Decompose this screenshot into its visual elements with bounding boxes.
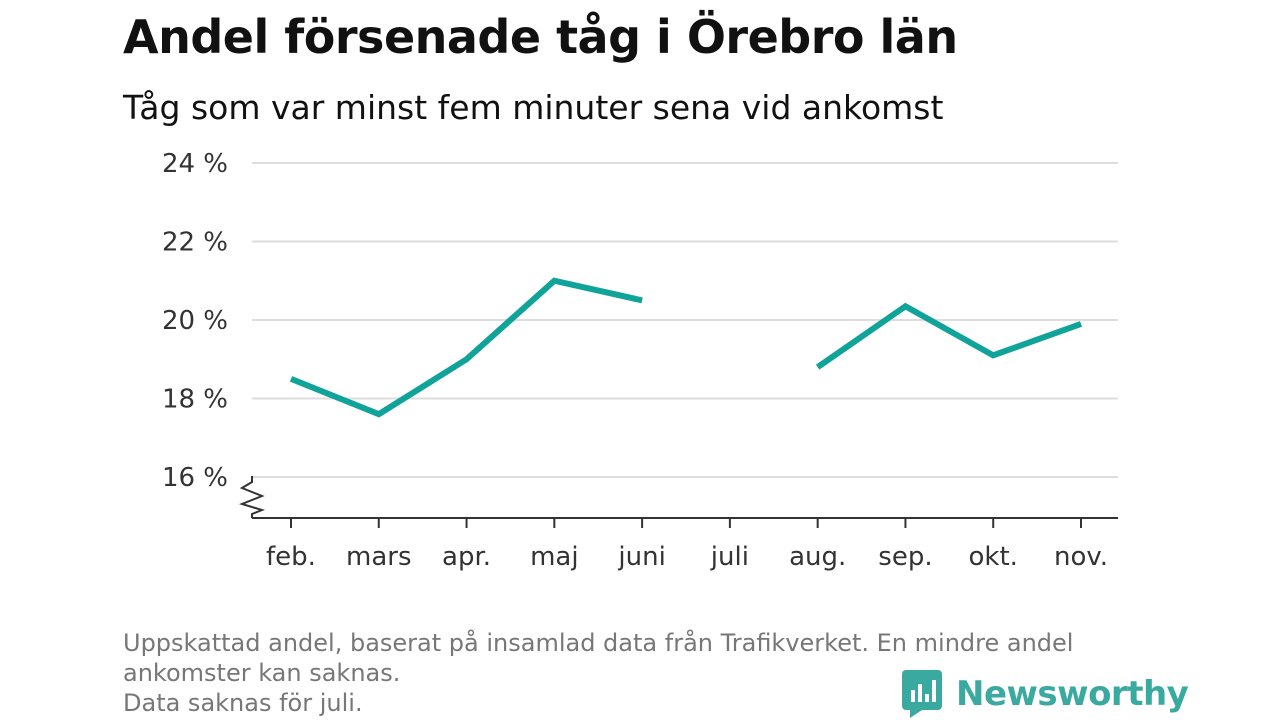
newsworthy-logo-icon	[902, 670, 942, 718]
series-line-segment	[289, 277, 643, 418]
gridlines	[252, 162, 1118, 478]
x-axis	[238, 476, 1118, 519]
x-tick-label: juni	[617, 542, 665, 572]
series-line-segment	[815, 302, 1083, 370]
brand-logo-group[interactable]: Newsworthy	[902, 670, 1189, 718]
y-tick-label: 20 %	[162, 306, 228, 336]
brand-name: Newsworthy	[956, 674, 1189, 714]
y-axis-ticks: 16 % 18 % 20 % 22 % 24 %	[162, 149, 228, 493]
x-tick-label: sep.	[878, 542, 932, 572]
y-tick-label: 16 %	[162, 463, 228, 493]
chart-title: Andel försenade tåg i Örebro län	[123, 10, 958, 64]
axis-break-icon	[238, 476, 266, 518]
data-series	[289, 277, 1083, 418]
footnote-line-1: Uppskattad andel, baserat på insamlad da…	[123, 629, 1074, 657]
footnote-line-2: ankomster kan saknas.	[123, 659, 401, 687]
x-tick-label: mars	[346, 542, 412, 572]
footnote: Uppskattad andel, baserat på insamlad da…	[123, 628, 1163, 718]
x-tick-label: nov.	[1054, 542, 1108, 572]
y-tick-label: 22 %	[162, 228, 228, 258]
footnote-line-3: Data saknas för juli.	[123, 689, 363, 717]
x-tick-label: feb.	[266, 542, 316, 572]
y-tick-label: 24 %	[162, 149, 228, 179]
y-tick-label: 18 %	[162, 385, 228, 415]
line-chart: 16 % 18 % 20 % 22 % 24 % feb. mars apr. maj juni…	[162, 149, 1118, 572]
x-axis-ticks: feb. mars apr. maj juni juli aug. sep. okt. nov.	[266, 518, 1108, 572]
chart-subtitle: Tåg som var minst fem minuter sena vid a…	[123, 88, 944, 127]
x-tick-label: aug.	[789, 542, 846, 572]
x-tick-label: apr.	[442, 542, 491, 572]
x-tick-label: juli	[710, 542, 749, 572]
x-tick-label: maj	[530, 542, 578, 572]
x-tick-label: okt.	[969, 542, 1018, 572]
